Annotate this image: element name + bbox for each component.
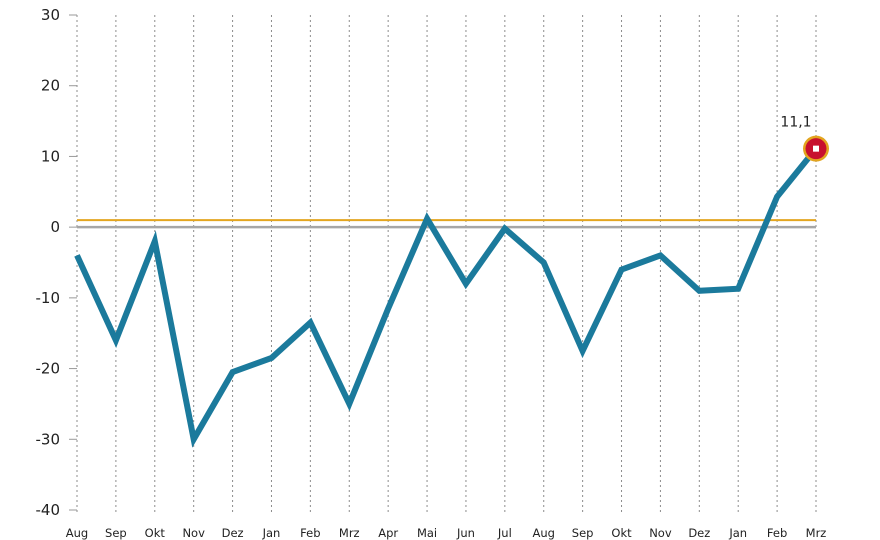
- y-tick-label: -10: [36, 289, 61, 307]
- data-point: [307, 320, 313, 326]
- data-point: [424, 216, 430, 222]
- x-tick-label: Apr: [378, 526, 398, 540]
- data-point: [74, 252, 80, 258]
- x-tick-label: Nov: [649, 526, 672, 540]
- x-tick-label: Dez: [688, 526, 710, 540]
- data-point: [113, 337, 119, 343]
- x-tick-label: Mrz: [339, 526, 360, 540]
- y-tick-label: -20: [36, 360, 61, 378]
- x-tick-label: Feb: [300, 526, 320, 540]
- x-tick-label: Mrz: [806, 526, 827, 540]
- data-point: [696, 288, 702, 294]
- x-tick-label: Jan: [262, 526, 281, 540]
- data-point: [463, 281, 469, 287]
- x-tick-label: Jan: [728, 526, 747, 540]
- y-tick-label: 30: [41, 6, 60, 24]
- data-point: [735, 286, 741, 292]
- data-point: [502, 226, 508, 232]
- x-tick-label: Okt: [145, 526, 166, 540]
- x-tick-label: Aug: [66, 526, 88, 540]
- x-tick-label: Aug: [533, 526, 555, 540]
- highlight-marker-center: [813, 145, 819, 152]
- x-tick-label: Sep: [572, 526, 594, 540]
- y-tick-label: 20: [41, 77, 60, 95]
- data-point: [230, 369, 236, 375]
- data-point: [657, 252, 663, 258]
- data-point: [191, 436, 197, 442]
- x-tick-label: Okt: [611, 526, 632, 540]
- data-point: [580, 348, 586, 354]
- x-tick-label: Sep: [105, 526, 127, 540]
- y-tick-label: -30: [36, 430, 61, 448]
- x-tick-label: Feb: [767, 526, 787, 540]
- x-tick-label: Nov: [182, 526, 205, 540]
- data-point: [152, 238, 158, 244]
- x-tick-label: Jul: [497, 526, 512, 540]
- series-line: [74, 146, 819, 448]
- data-point: [541, 260, 547, 266]
- data-point: [619, 267, 625, 273]
- x-tick-label: Dez: [222, 526, 244, 540]
- data-point: [346, 401, 352, 407]
- y-tick-label: 0: [50, 218, 60, 236]
- x-tick-label: Jun: [456, 526, 475, 540]
- y-tick-label: -40: [36, 501, 61, 519]
- data-point: [774, 194, 780, 200]
- x-tick-label: Mai: [417, 526, 437, 540]
- y-tick-label: 10: [41, 147, 60, 165]
- data-point: [268, 355, 274, 361]
- highlight-value-label: 11,1: [780, 115, 811, 131]
- data-point: [385, 305, 391, 311]
